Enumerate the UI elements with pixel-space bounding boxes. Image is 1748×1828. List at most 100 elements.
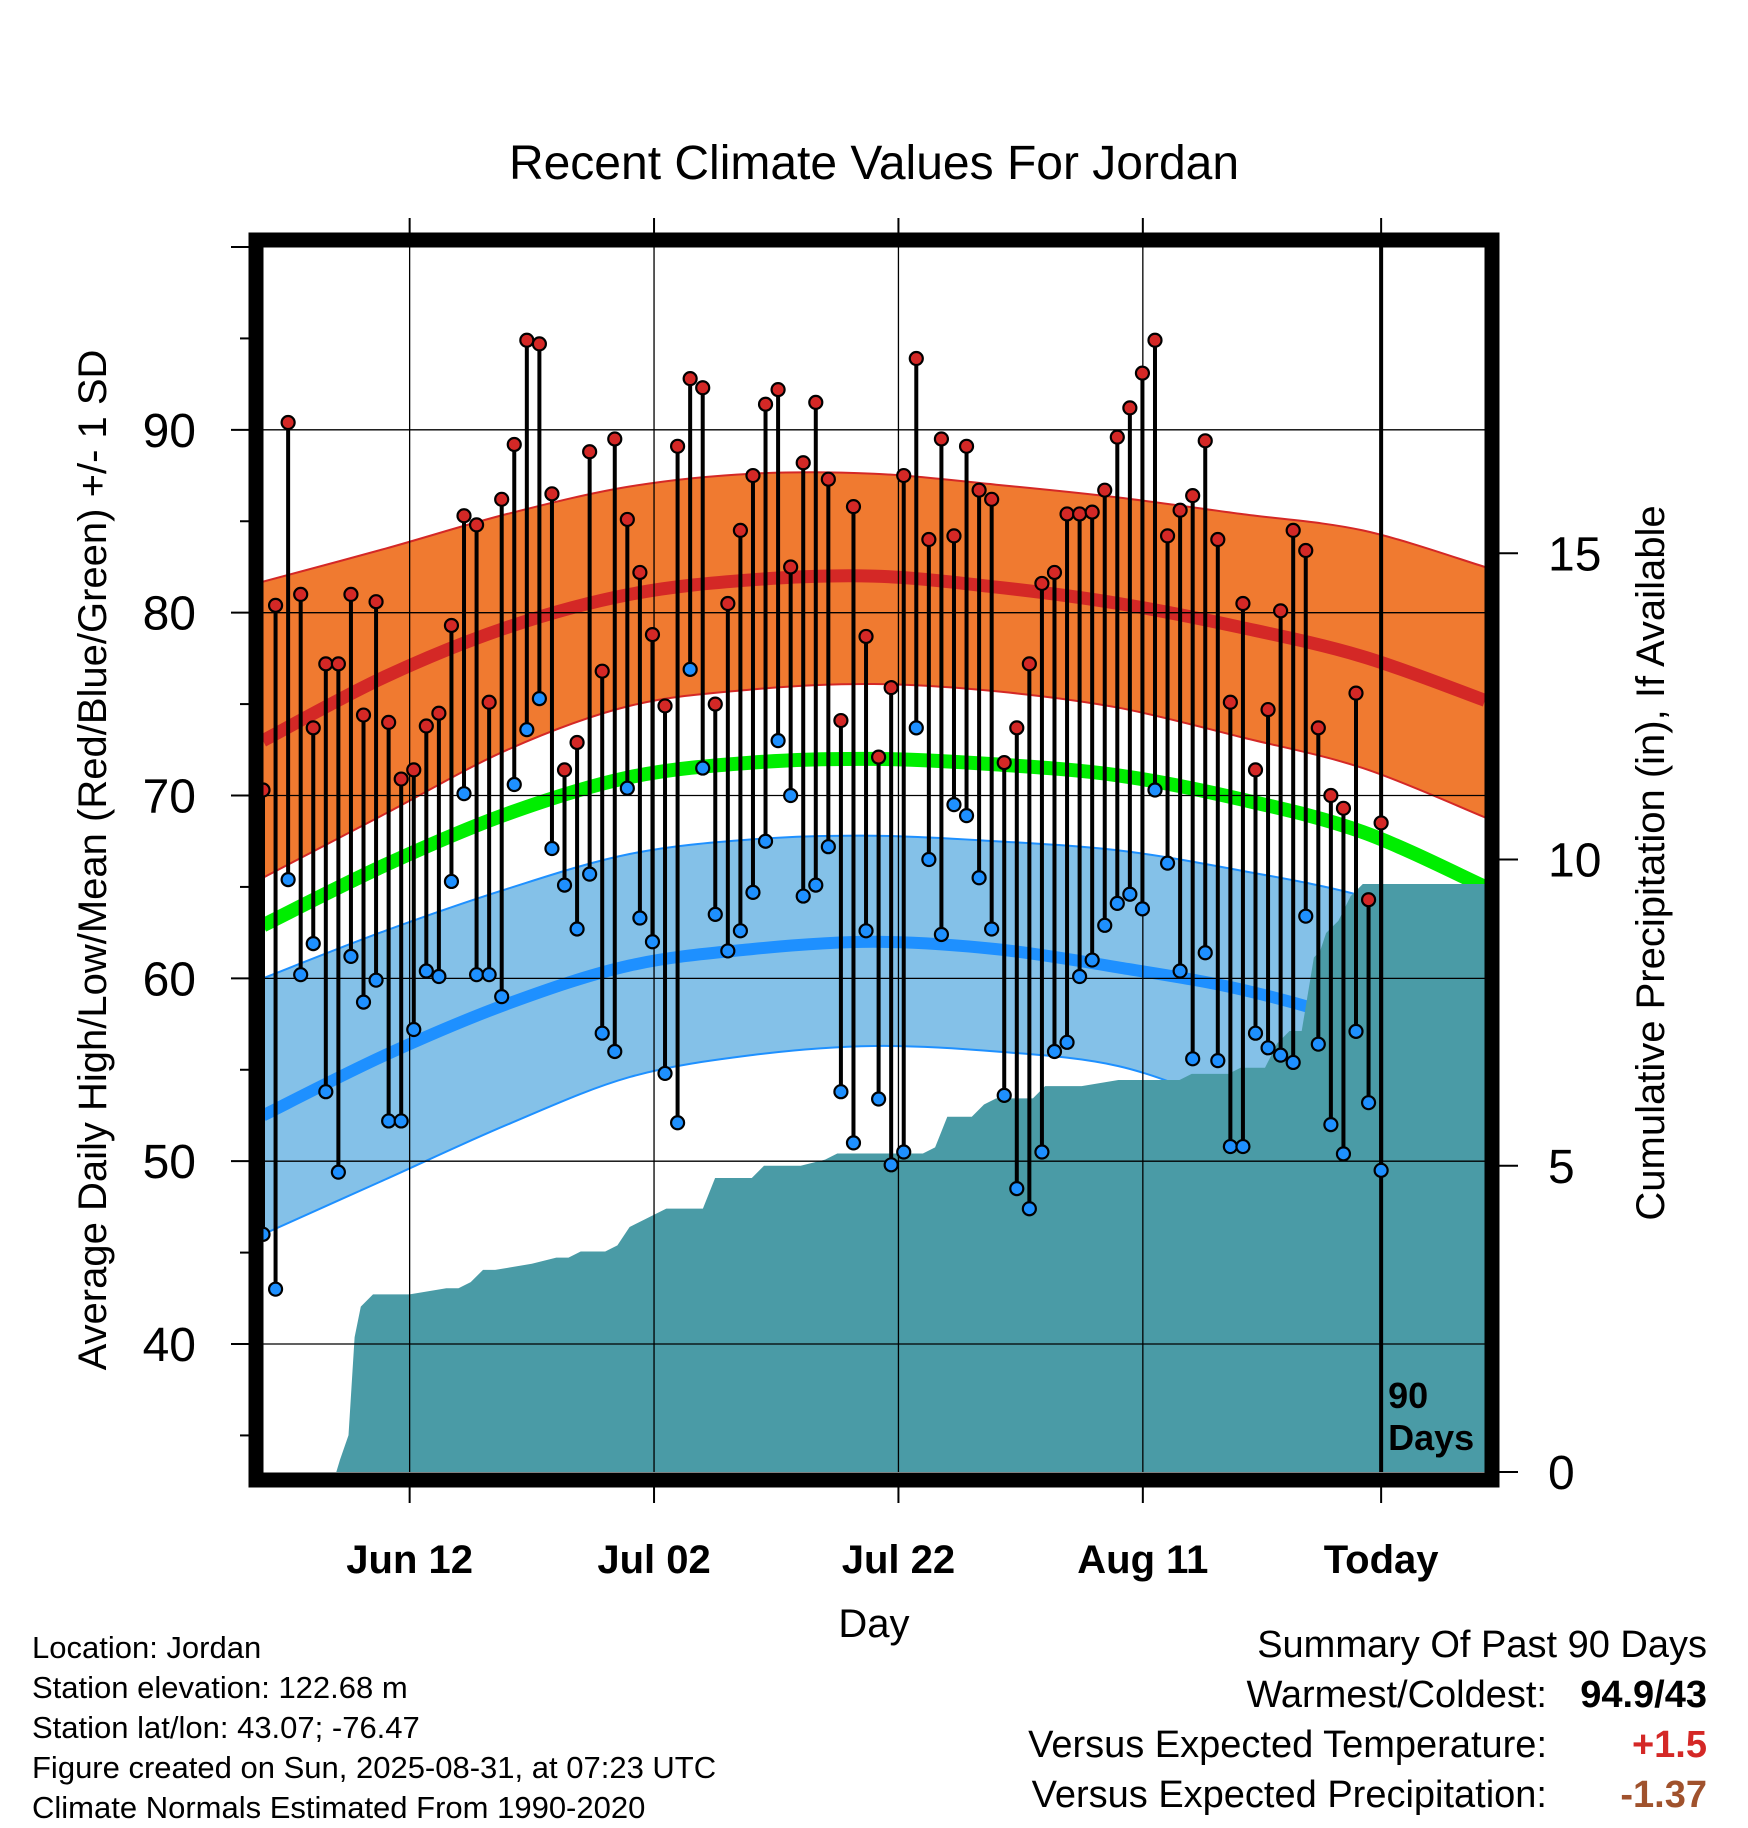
daily-high-point xyxy=(1235,595,1251,612)
daily-high-point xyxy=(745,467,761,484)
summary-panel: Summary Of Past 90 Days Warmest/Coldest:… xyxy=(1028,1620,1707,1820)
daily-high-point xyxy=(682,371,698,387)
y-tick-label: 80 xyxy=(143,588,196,641)
y2-tick-label: 5 xyxy=(1548,1141,1575,1194)
daily-low-point xyxy=(783,787,799,804)
x-axis-title: Day xyxy=(838,1602,909,1646)
summary-warmest-row: Warmest/Coldest: 94.9/43 xyxy=(1028,1670,1707,1720)
daily-high-point xyxy=(883,680,899,696)
daily-low-point xyxy=(607,1043,623,1060)
chart-title: Recent Climate Values For Jordan xyxy=(508,137,1240,190)
daily-high-point xyxy=(368,594,384,610)
daily-low-point xyxy=(958,808,975,824)
daily-low-point xyxy=(531,691,547,707)
daily-low-point xyxy=(757,833,774,849)
daily-high-point xyxy=(267,597,284,613)
daily-low-point xyxy=(896,1144,912,1160)
y-tick-label: 40 xyxy=(143,1319,196,1372)
today-days-label-1: 90 xyxy=(1388,1375,1428,1416)
daily-low-point xyxy=(1273,1047,1289,1063)
daily-high-point xyxy=(355,707,372,723)
daily-high-point xyxy=(820,471,836,487)
daily-low-point xyxy=(1172,963,1188,979)
daily-low-point xyxy=(1310,1036,1326,1052)
daily-high-point xyxy=(594,663,610,679)
daily-low-point xyxy=(1021,1201,1037,1217)
daily-low-point xyxy=(456,786,472,802)
daily-low-point xyxy=(393,1113,409,1129)
daily-low-point xyxy=(657,1065,673,1082)
daily-high-point xyxy=(1360,892,1377,908)
daily-high-point xyxy=(431,705,447,721)
daily-low-point xyxy=(418,963,434,979)
created-text: Figure created on Sun, 2025-08-31, at 07… xyxy=(32,1750,717,1785)
daily-high-point xyxy=(858,628,874,645)
daily-low-point xyxy=(1260,1040,1276,1056)
daily-low-point xyxy=(330,1164,346,1180)
daily-low-point xyxy=(619,780,635,796)
daily-points xyxy=(255,332,1389,1297)
daily-low-point xyxy=(1373,1162,1389,1178)
daily-high-point xyxy=(1348,685,1364,701)
daily-low-point xyxy=(594,1025,610,1041)
y-tick-label: 50 xyxy=(143,1136,196,1189)
daily-high-point xyxy=(1009,720,1025,736)
daily-low-point xyxy=(1034,1144,1050,1160)
daily-high-point xyxy=(1222,694,1238,710)
daily-high-point xyxy=(644,627,661,643)
daily-high-point xyxy=(657,698,673,714)
daily-high-point xyxy=(958,438,975,454)
daily-low-point xyxy=(745,884,761,901)
daily-high-point xyxy=(1134,365,1151,381)
daily-low-point xyxy=(1235,1138,1251,1155)
daily-high-point xyxy=(808,394,824,411)
daily-low-point xyxy=(858,923,874,939)
daily-high-point xyxy=(544,486,560,502)
y2-tick-label: 10 xyxy=(1548,835,1601,888)
daily-low-point xyxy=(682,661,698,677)
daily-low-point xyxy=(1360,1095,1377,1111)
daily-high-point xyxy=(669,438,686,454)
daily-high-point xyxy=(418,718,434,734)
daily-high-point xyxy=(318,656,334,672)
x-tick-label: Jun 12 xyxy=(346,1538,473,1582)
daily-low-point xyxy=(1097,917,1113,933)
daily-low-point xyxy=(468,967,485,983)
daily-low-point xyxy=(1247,1025,1264,1041)
daily-low-point xyxy=(1059,1034,1075,1050)
y-tick-label: 70 xyxy=(143,771,196,824)
today-days-label-2: Days xyxy=(1388,1417,1474,1458)
daily-high-point xyxy=(569,734,585,751)
daily-high-point xyxy=(456,508,472,524)
daily-low-point xyxy=(556,877,573,893)
daily-high-point xyxy=(984,491,1000,507)
summary-heading: Summary Of Past 90 Days xyxy=(1257,1624,1707,1666)
daily-high-point xyxy=(1084,504,1100,520)
x-tick-label: Aug 11 xyxy=(1077,1538,1208,1582)
daily-low-point xyxy=(1084,952,1100,968)
daily-low-point xyxy=(1348,1023,1364,1039)
daily-high-point xyxy=(330,656,346,672)
daily-high-point xyxy=(582,444,598,460)
daily-low-point xyxy=(1285,1054,1301,1071)
daily-low-point xyxy=(1046,1043,1063,1060)
normal-high-line xyxy=(263,569,1485,747)
daily-low-point xyxy=(908,720,924,736)
daily-low-point xyxy=(795,888,811,904)
daily-low-point xyxy=(544,840,560,857)
x-tick-label: Jul 02 xyxy=(597,1538,710,1582)
daily-high-point xyxy=(1097,482,1113,498)
y2-axis-title: Cumulative Precipitation (in), If Availa… xyxy=(1629,505,1673,1220)
daily-low-point xyxy=(293,967,309,983)
daily-high-point xyxy=(946,528,962,544)
daily-low-point xyxy=(820,839,836,855)
daily-high-point xyxy=(481,694,497,710)
daily-high-point xyxy=(1147,332,1163,348)
daily-high-point xyxy=(1273,603,1289,619)
daily-low-point xyxy=(318,1084,334,1100)
daily-low-point xyxy=(1147,782,1163,798)
daily-high-point xyxy=(607,431,623,447)
daily-low-point xyxy=(720,943,736,959)
daily-low-point xyxy=(1298,908,1314,924)
daily-low-point xyxy=(305,936,321,952)
